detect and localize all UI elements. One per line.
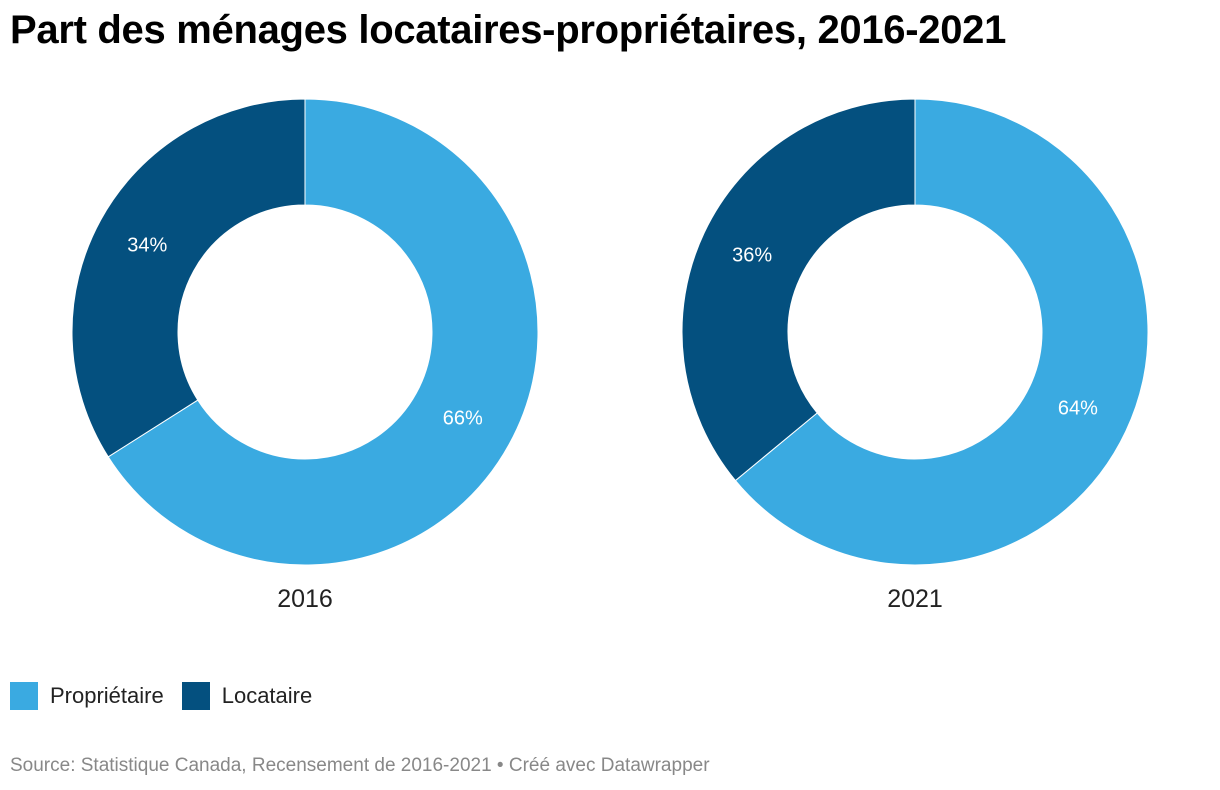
slice-value-label-locataire-2016: 34% xyxy=(127,234,167,256)
legend-swatch-proprietaire xyxy=(10,682,38,710)
legend-item-locataire: Locataire xyxy=(181,682,313,710)
legend-label-proprietaire: Propriétaire xyxy=(50,683,164,708)
legend: Propriétaire Locataire xyxy=(10,682,330,710)
donut-chart-2021: 64% 36% 2021 xyxy=(675,92,1155,632)
donut-chart-2016: 66% 34% 2016 xyxy=(65,92,545,632)
year-label-2016: 2016 xyxy=(277,585,333,613)
footer-separator: • xyxy=(491,755,509,776)
legend-label-locataire: Locataire xyxy=(221,683,313,708)
donut-slice-locataire-2016 xyxy=(71,98,306,458)
source-footer: Source: Statistique Canada, Recensement … xyxy=(10,755,710,777)
chart-title: Part des ménages locataires-propriétaire… xyxy=(10,8,1007,52)
legend-item-proprietaire: Propriétaire xyxy=(10,682,164,710)
slice-value-label-locataire-2021: 36% xyxy=(732,244,772,266)
credit-text: Créé avec Datawrapper xyxy=(508,755,710,776)
donut-slice-proprietaire-2021 xyxy=(734,98,1149,566)
year-label-2021: 2021 xyxy=(887,585,943,613)
donut-svg-2021: 64% 36% xyxy=(681,98,1149,566)
donut-slice-proprietaire-2016 xyxy=(107,98,539,566)
slice-value-label-proprietaire-2016: 66% xyxy=(443,408,483,430)
slice-value-label-proprietaire-2021: 64% xyxy=(1058,398,1098,420)
donut-slice-locataire-2021 xyxy=(681,98,916,482)
donut-svg-2016: 66% 34% xyxy=(71,98,539,566)
legend-swatch-locataire xyxy=(181,682,210,710)
source-text: Source: Statistique Canada, Recensement … xyxy=(10,755,492,776)
